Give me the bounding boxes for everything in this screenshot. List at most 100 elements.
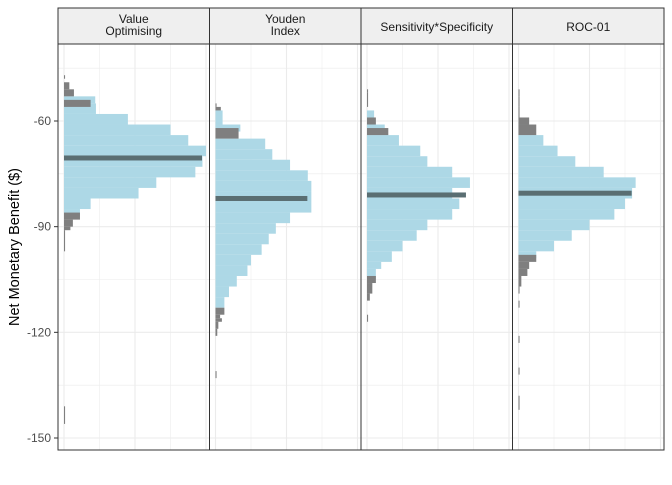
histogram-bar bbox=[215, 233, 269, 245]
histogram-bar-tail bbox=[64, 406, 66, 424]
histogram-bar-tail bbox=[215, 328, 218, 336]
facet-title: ROC-01 bbox=[566, 20, 610, 34]
facet-title: Sensitivity*Specificity bbox=[380, 20, 493, 34]
histogram-bar-tail bbox=[367, 117, 376, 125]
histogram-bar-tail bbox=[518, 117, 530, 125]
histogram-bar-tail bbox=[64, 99, 91, 107]
histogram-bar-tail bbox=[215, 307, 225, 315]
histogram-bar bbox=[518, 145, 558, 157]
histogram-bar bbox=[215, 244, 262, 255]
median-line bbox=[215, 195, 308, 201]
histogram-bar bbox=[215, 180, 312, 192]
histogram-bar bbox=[518, 198, 625, 210]
histogram-bar bbox=[64, 145, 206, 157]
histogram-bar bbox=[64, 135, 189, 146]
histogram-bar-tail bbox=[215, 128, 239, 139]
facet-strip bbox=[209, 7, 362, 45]
histogram-bar bbox=[64, 156, 203, 167]
histogram-bar bbox=[215, 297, 225, 308]
facet-title: Index bbox=[271, 24, 300, 38]
histogram-bar bbox=[215, 223, 276, 234]
histogram-bar-tail bbox=[518, 286, 520, 294]
histogram-bar bbox=[518, 209, 615, 220]
histogram-bar bbox=[64, 124, 171, 136]
histogram-bar bbox=[215, 202, 312, 213]
histogram-bar bbox=[367, 198, 460, 210]
histogram-bar-tail bbox=[64, 75, 66, 79]
median-line bbox=[367, 192, 466, 198]
histogram-bar-tail bbox=[518, 300, 520, 308]
histogram-bar bbox=[64, 166, 196, 178]
facet-title: Optimising bbox=[105, 24, 162, 38]
facet-strip bbox=[512, 7, 665, 45]
histogram-bar bbox=[367, 268, 376, 280]
histogram-bar bbox=[518, 135, 544, 146]
histogram-bar-tail bbox=[64, 230, 66, 252]
histogram-bar-tail bbox=[215, 371, 217, 379]
median-line bbox=[64, 155, 202, 161]
y-axis-title: Net Monetary Benefit ($) bbox=[7, 168, 23, 326]
histogram-bar-tail bbox=[64, 212, 80, 220]
histogram-bar-tail bbox=[518, 261, 530, 269]
facet-title: Value bbox=[119, 12, 149, 26]
histogram-bar bbox=[367, 110, 375, 118]
histogram-bar bbox=[64, 187, 139, 199]
y-tick-label: -60 bbox=[34, 114, 52, 128]
histogram-bar bbox=[367, 251, 392, 262]
histogram-bar-tail bbox=[215, 318, 222, 322]
histogram-bar-tail bbox=[518, 395, 520, 410]
histogram-bar-tail bbox=[518, 268, 528, 276]
histogram-bar-tail bbox=[215, 103, 217, 107]
histogram-bar bbox=[518, 177, 636, 188]
histogram-bar bbox=[367, 240, 403, 252]
histogram-bar-tail bbox=[64, 89, 74, 97]
histogram-bar bbox=[367, 177, 470, 188]
histogram-bar bbox=[215, 159, 291, 171]
histogram-bar bbox=[367, 156, 428, 167]
histogram-bar-tail bbox=[518, 254, 537, 262]
histogram-bar bbox=[367, 230, 417, 241]
histogram-bar-tail bbox=[518, 89, 520, 97]
histogram-bar bbox=[518, 219, 590, 231]
histogram-bar-tail bbox=[64, 226, 71, 231]
facet-title: Youden bbox=[265, 12, 305, 26]
histogram-bar bbox=[518, 240, 554, 252]
histogram-bar bbox=[215, 212, 291, 224]
histogram-bar-tail bbox=[518, 106, 520, 118]
histogram-bar bbox=[518, 156, 576, 167]
histogram-bar bbox=[367, 166, 453, 178]
histogram-bar bbox=[367, 261, 382, 269]
histogram-bar-tail bbox=[367, 275, 376, 284]
histogram-bar bbox=[367, 209, 453, 220]
histogram-bar bbox=[215, 275, 237, 287]
histogram-bar-tail bbox=[367, 283, 373, 294]
histogram-bar-tail bbox=[518, 275, 522, 287]
histogram-bar-tail bbox=[215, 314, 221, 319]
median-line bbox=[518, 190, 632, 196]
histogram-bar bbox=[367, 145, 421, 157]
histogram-bar-tail bbox=[215, 321, 219, 329]
histogram-bar bbox=[518, 166, 604, 178]
histogram-bar-tail bbox=[64, 219, 73, 227]
histogram-bar-tail bbox=[367, 128, 389, 136]
histogram-bar bbox=[215, 254, 251, 266]
histogram-bar-tail bbox=[64, 82, 70, 90]
histogram-bar-tail bbox=[367, 89, 369, 93]
histogram-bar-tail bbox=[518, 96, 520, 107]
histogram-bar bbox=[215, 286, 229, 298]
histogram-bar-tail bbox=[518, 124, 537, 136]
histogram-bar-tail bbox=[367, 293, 370, 301]
histogram-bar bbox=[64, 198, 91, 210]
histogram-bar bbox=[64, 113, 128, 125]
histogram-bar bbox=[215, 265, 248, 276]
histogram-bar bbox=[367, 219, 428, 231]
histogram-bar bbox=[367, 135, 399, 146]
histogram-bar-tail bbox=[518, 367, 520, 375]
histogram-bar bbox=[518, 230, 572, 241]
histogram-bar bbox=[64, 177, 157, 188]
histogram-bar-tail bbox=[215, 106, 221, 111]
histogram-bar bbox=[215, 170, 308, 181]
y-tick-label: -90 bbox=[34, 220, 52, 234]
